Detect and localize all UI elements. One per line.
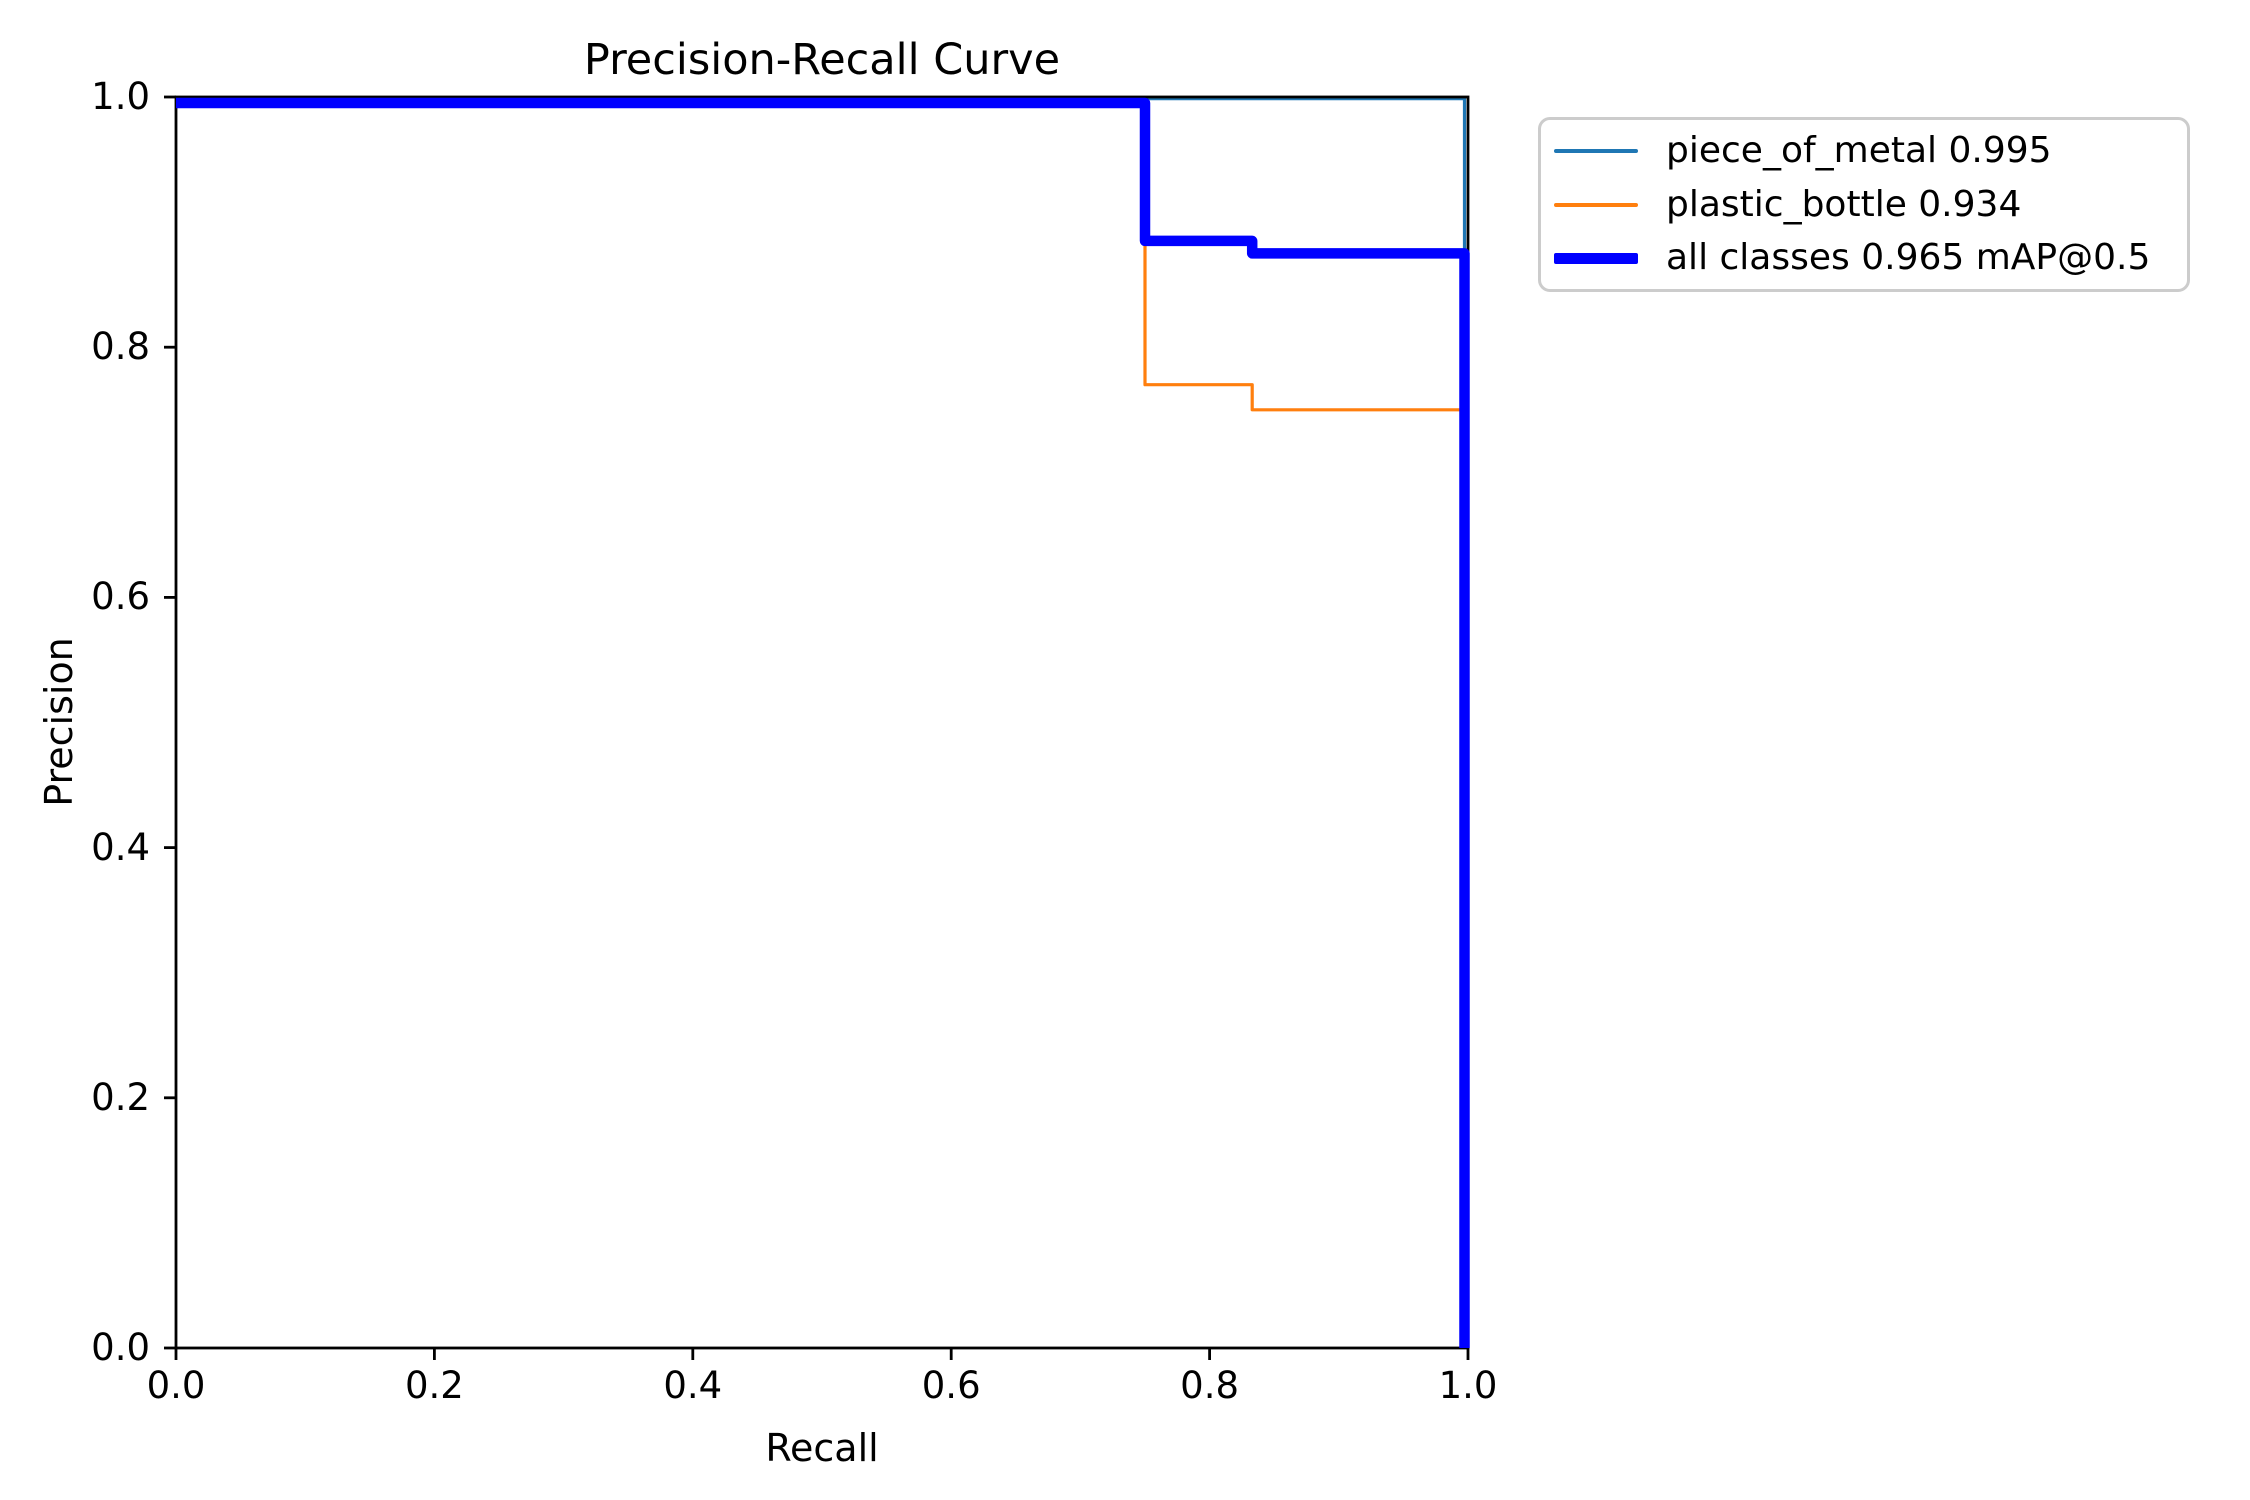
x-axis-label: Recall [765,1426,879,1470]
x-tick-label: 0.4 [663,1364,723,1407]
chart-title: Precision-Recall Curve [583,35,1061,85]
legend-label: all classes 0.965 mAP@0.5 [1666,237,2151,279]
legend-line-sample-plastic-bottle [1554,202,1638,207]
x-tick-label: 0.8 [1180,1364,1240,1407]
x-tick-label: 0.6 [921,1364,981,1407]
y-tick-label: 0.0 [91,1326,150,1369]
axes-frame [164,95,1470,1360]
y-tick-label: 0.6 [91,575,150,619]
pr-curve-all-classes [176,97,1470,1348]
legend-line-sample-all-classes [1554,252,1638,264]
legend-row-plastic-bottle: plastic_bottle 0.934 [1554,178,2177,232]
pr-curves-per-class [176,97,1467,1348]
pr-curve-all-classes [176,97,1470,1348]
x-tick-label: 0.2 [404,1364,464,1407]
y-tick-label: 1.0 [91,75,150,118]
legend: piece_of_metal 0.995 plastic_bottle 0.93… [1538,117,2190,292]
legend-label: piece_of_metal 0.995 [1666,129,2052,171]
y-tick-label: 0.4 [91,825,150,869]
x-tick-label: 1.0 [1438,1364,1498,1407]
pr-curve-plastic_bottle [176,97,1467,1348]
x-tick-label: 0.0 [146,1364,206,1407]
legend-row-piece-of-metal: piece_of_metal 0.995 [1554,124,2177,178]
y-axis-label: Precision [37,637,81,807]
y-tick-label: 0.2 [91,1075,150,1119]
pr-curve-piece_of_metal [176,97,1467,1348]
y-tick-label: 0.8 [91,325,150,369]
legend-line-sample-piece-of-metal [1554,148,1638,153]
legend-label: plastic_bottle 0.934 [1666,183,2022,225]
legend-row-all-classes: all classes 0.965 mAP@0.5 [1554,231,2177,285]
